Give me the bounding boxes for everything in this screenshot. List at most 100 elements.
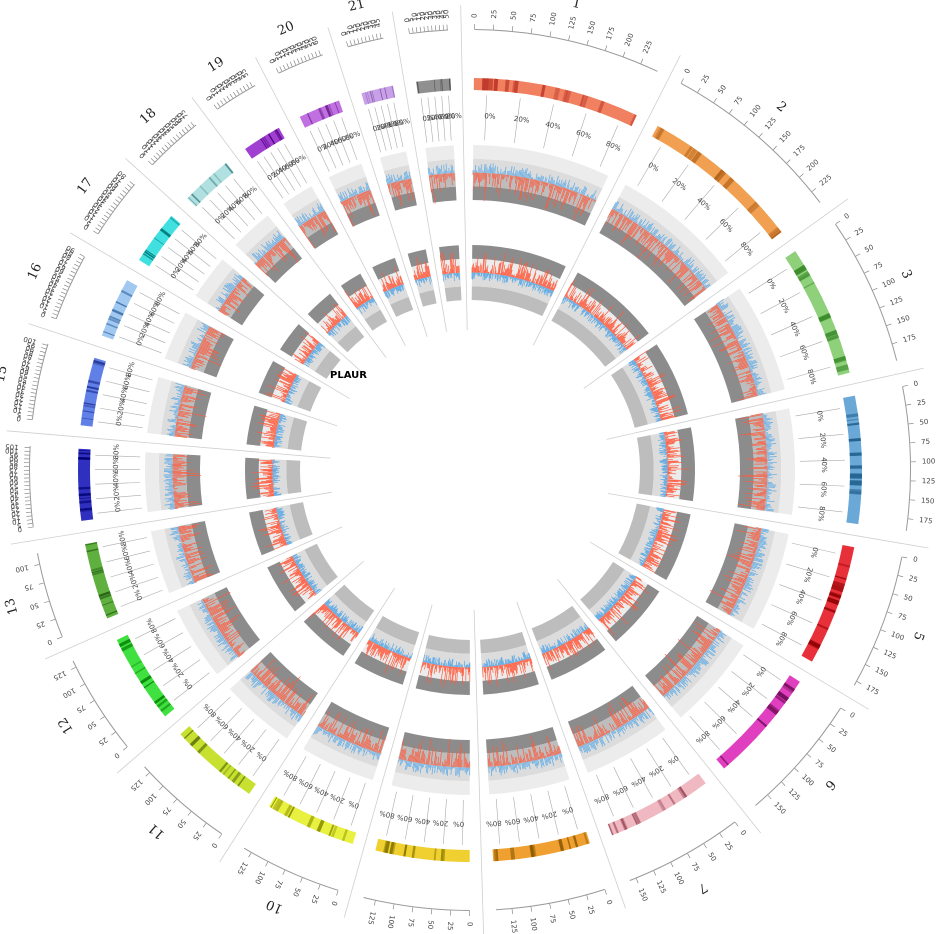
- gain-bar: [545, 652, 550, 661]
- gain-bar: [530, 735, 537, 761]
- gain-bar: [620, 597, 636, 611]
- loss-bar: [319, 206, 324, 212]
- gain-bar: [656, 402, 663, 406]
- loss-bar: [587, 195, 590, 198]
- loss-bar: [529, 282, 532, 286]
- gain-bar: [660, 675, 673, 689]
- loss-bar: [682, 678, 686, 682]
- loss-bar: [643, 711, 649, 719]
- loss-bar: [755, 385, 758, 387]
- loss-bar: [640, 556, 647, 561]
- loss-bar: [285, 705, 289, 710]
- gain-bar: [264, 393, 286, 402]
- loss-bar: [217, 309, 219, 311]
- track-ring-band: [307, 222, 339, 249]
- loss-bar: [350, 624, 354, 628]
- gain-bar: [536, 274, 540, 285]
- loss-bar: [429, 764, 432, 771]
- gain-bar: [661, 516, 670, 519]
- gain-bar: [749, 503, 766, 506]
- gain-bar: [331, 317, 338, 325]
- loss-bar: [379, 643, 381, 646]
- loss-bar: [606, 330, 611, 334]
- gain-bar: [702, 645, 708, 650]
- gain-bar: [653, 542, 664, 547]
- loss-bar: [541, 286, 544, 288]
- gain-bar: [398, 655, 403, 664]
- gain-bar: [659, 524, 680, 532]
- gain-bar: [664, 432, 678, 436]
- gain-bar: [588, 305, 595, 313]
- gain-bar: [291, 575, 304, 583]
- gain-bar: [260, 258, 266, 264]
- loss-bar: [276, 431, 283, 434]
- loss-bar: [312, 350, 317, 355]
- gain-bar: [573, 637, 579, 645]
- loss-bar: [409, 655, 411, 659]
- gain-bar: [379, 647, 385, 657]
- gain-bar: [207, 328, 224, 338]
- gain-bar: [601, 728, 606, 736]
- gain-bar: [266, 445, 274, 448]
- gain-bar: [273, 543, 288, 550]
- gain-bar: [662, 513, 679, 519]
- gain-bar: [642, 699, 650, 708]
- gain-bar: [725, 578, 744, 587]
- loss-bar: [659, 434, 665, 437]
- loss-bar: [617, 208, 620, 212]
- gain-bar: [435, 755, 437, 766]
- gain-bar: [416, 751, 420, 763]
- gain-bar: [262, 529, 282, 537]
- gain-bar: [190, 564, 213, 574]
- loss-bar: [617, 594, 621, 598]
- loss-bar: [282, 532, 286, 534]
- loss-bar: [551, 755, 554, 760]
- gain-bar: [681, 676, 684, 678]
- gain-bar: [660, 415, 674, 420]
- loss-bar: [519, 279, 523, 286]
- gain-bar: [526, 273, 530, 281]
- gain-bar: [324, 610, 332, 618]
- gain-bar: [726, 600, 736, 606]
- gain-bar: [489, 666, 492, 682]
- gain-bar: [260, 480, 273, 482]
- loss-bar: [229, 645, 231, 647]
- gain-bar: [502, 755, 505, 766]
- loss-bar: [618, 347, 626, 353]
- loss-bar: [197, 337, 203, 341]
- gain-bar: [302, 357, 306, 361]
- gain-bar: [726, 348, 743, 357]
- gain-bar: [304, 581, 308, 584]
- gain-bar: [598, 619, 600, 622]
- gain-bar: [746, 539, 759, 544]
- gain-bar: [738, 376, 753, 383]
- loss-bar: [532, 283, 535, 288]
- loss-bar: [286, 396, 291, 399]
- gain-bar: [263, 434, 276, 438]
- loss-bar: [642, 712, 648, 720]
- loss-bar: [515, 277, 517, 282]
- loss-bar: [629, 720, 634, 726]
- loss-bar: [201, 607, 207, 612]
- loss-bar: [171, 427, 176, 429]
- loss-bar: [344, 317, 350, 324]
- gain-bar: [667, 483, 685, 486]
- gain-bar: [613, 333, 616, 336]
- gain-bar: [308, 603, 325, 619]
- loss-bar: [311, 584, 316, 588]
- gain-bar: [460, 747, 462, 768]
- gain-bar: [725, 608, 732, 612]
- gain-bar: [582, 632, 584, 634]
- gain-bar: [281, 685, 295, 701]
- gain-bar: [173, 496, 191, 499]
- gain-bar: [656, 404, 659, 406]
- gain-bar: [584, 630, 588, 635]
- loss-bar: [193, 355, 196, 357]
- gain-bar: [353, 301, 359, 308]
- loss-bar: [412, 762, 415, 769]
- gain-bar: [276, 374, 294, 383]
- gain-bar: [552, 186, 560, 205]
- gain-bar: [646, 380, 649, 382]
- gain-bar: [183, 390, 193, 394]
- gain-bar: [564, 280, 575, 298]
